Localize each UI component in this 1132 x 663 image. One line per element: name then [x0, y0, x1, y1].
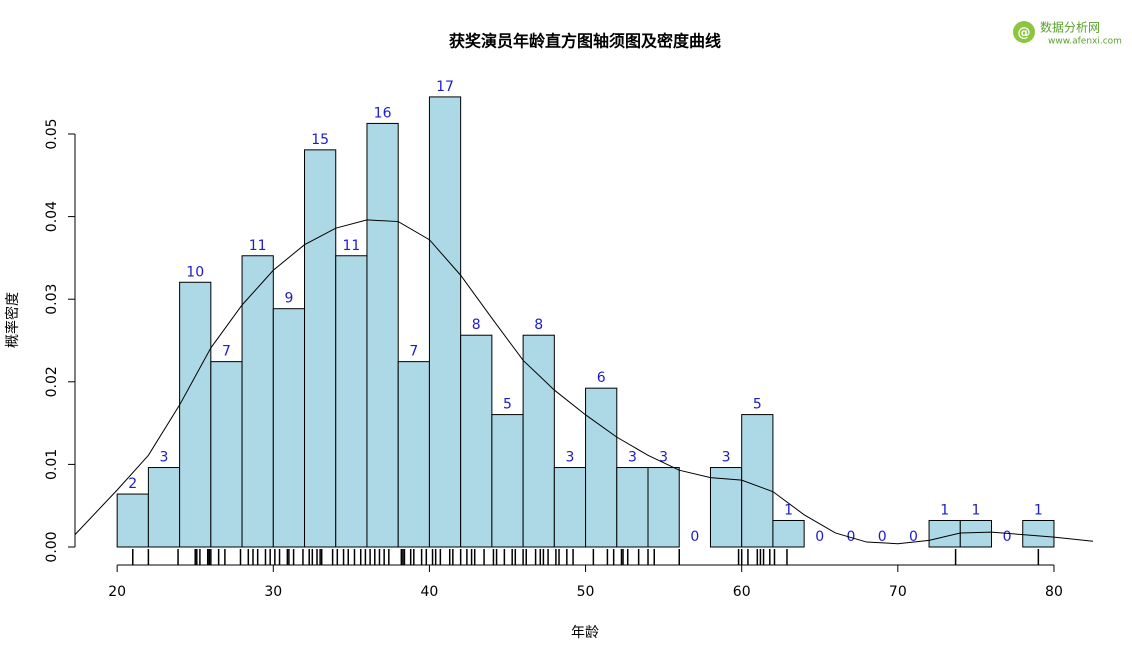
value-label: 11 [249, 238, 267, 254]
value-label: 0 [690, 529, 699, 545]
bar [460, 334, 493, 548]
y-axis-label: 概率密度 [4, 292, 21, 348]
bar [1022, 519, 1055, 548]
x-tick-label: 30 [264, 584, 282, 600]
y-tick-label: 0.02 [44, 366, 60, 397]
value-label: 17 [436, 79, 454, 95]
value-label: 1 [1034, 502, 1043, 518]
bar [553, 467, 587, 548]
value-label: 2 [128, 476, 137, 492]
value-label: 7 [409, 344, 418, 360]
value-label: 0 [909, 529, 918, 545]
x-tick-label: 60 [733, 584, 751, 600]
bar [147, 467, 181, 548]
y-tick-label: 0.00 [44, 531, 60, 562]
x-tick-label: 40 [421, 584, 439, 600]
value-label: 1 [784, 502, 793, 518]
value-label: 8 [534, 317, 543, 333]
bar [335, 255, 368, 548]
x-tick-label: 50 [577, 584, 595, 600]
value-label: 3 [722, 450, 731, 466]
bar [179, 281, 212, 548]
logo [1013, 21, 1035, 43]
watermark: @ 数据分析网 www.afenxi.com [1013, 20, 1122, 47]
watermark-url: www.afenxi.com [1048, 37, 1122, 47]
value-label: 0 [815, 529, 824, 545]
value-label: 3 [628, 450, 637, 466]
value-label: 5 [753, 397, 762, 413]
value-label: 1 [940, 502, 949, 518]
value-label: 9 [284, 291, 293, 307]
bar [959, 519, 993, 548]
chart-title: 获奖演员年龄直方图轴须图及密度曲线 [449, 32, 721, 51]
x-tick-label: 80 [1045, 584, 1063, 600]
density-curve [74, 219, 1094, 545]
value-label: 3 [160, 450, 169, 466]
bar [304, 149, 337, 548]
bar [366, 122, 399, 548]
bar [272, 308, 306, 548]
value-label: 7 [222, 344, 231, 360]
bar [116, 493, 149, 548]
bar [397, 361, 430, 548]
value-label: 3 [565, 450, 574, 466]
value-label: 0 [1003, 529, 1012, 545]
y-tick-label: 0.05 [44, 118, 60, 149]
value-label: 11 [342, 238, 360, 254]
value-label: 1 [971, 502, 980, 518]
bar [616, 467, 649, 548]
value-label: 16 [374, 105, 392, 121]
y-tick-label: 0.04 [44, 201, 60, 232]
bar [210, 361, 243, 548]
bar [428, 96, 462, 548]
bar [647, 467, 680, 548]
x-tick-label: 70 [889, 584, 907, 600]
value-label: 10 [186, 264, 204, 280]
bar [772, 519, 805, 548]
value-label: 5 [503, 397, 512, 413]
value-label: 0 [878, 529, 887, 545]
value-label: 15 [311, 132, 329, 148]
value-label: 6 [597, 370, 606, 386]
watermark-name: 数据分析网 [1040, 20, 1100, 35]
logo-mark: @ [1018, 26, 1031, 41]
value-label: 3 [659, 450, 668, 466]
bar [522, 334, 555, 548]
bar [491, 414, 524, 548]
bar [741, 414, 774, 548]
y-tick-label: 0.03 [44, 284, 60, 315]
bar [585, 387, 618, 548]
x-tick-label: 20 [108, 584, 126, 600]
y-tick-label: 0.01 [44, 449, 60, 480]
value-label: 8 [472, 317, 481, 333]
x-axis-label: 年龄 [571, 625, 599, 641]
